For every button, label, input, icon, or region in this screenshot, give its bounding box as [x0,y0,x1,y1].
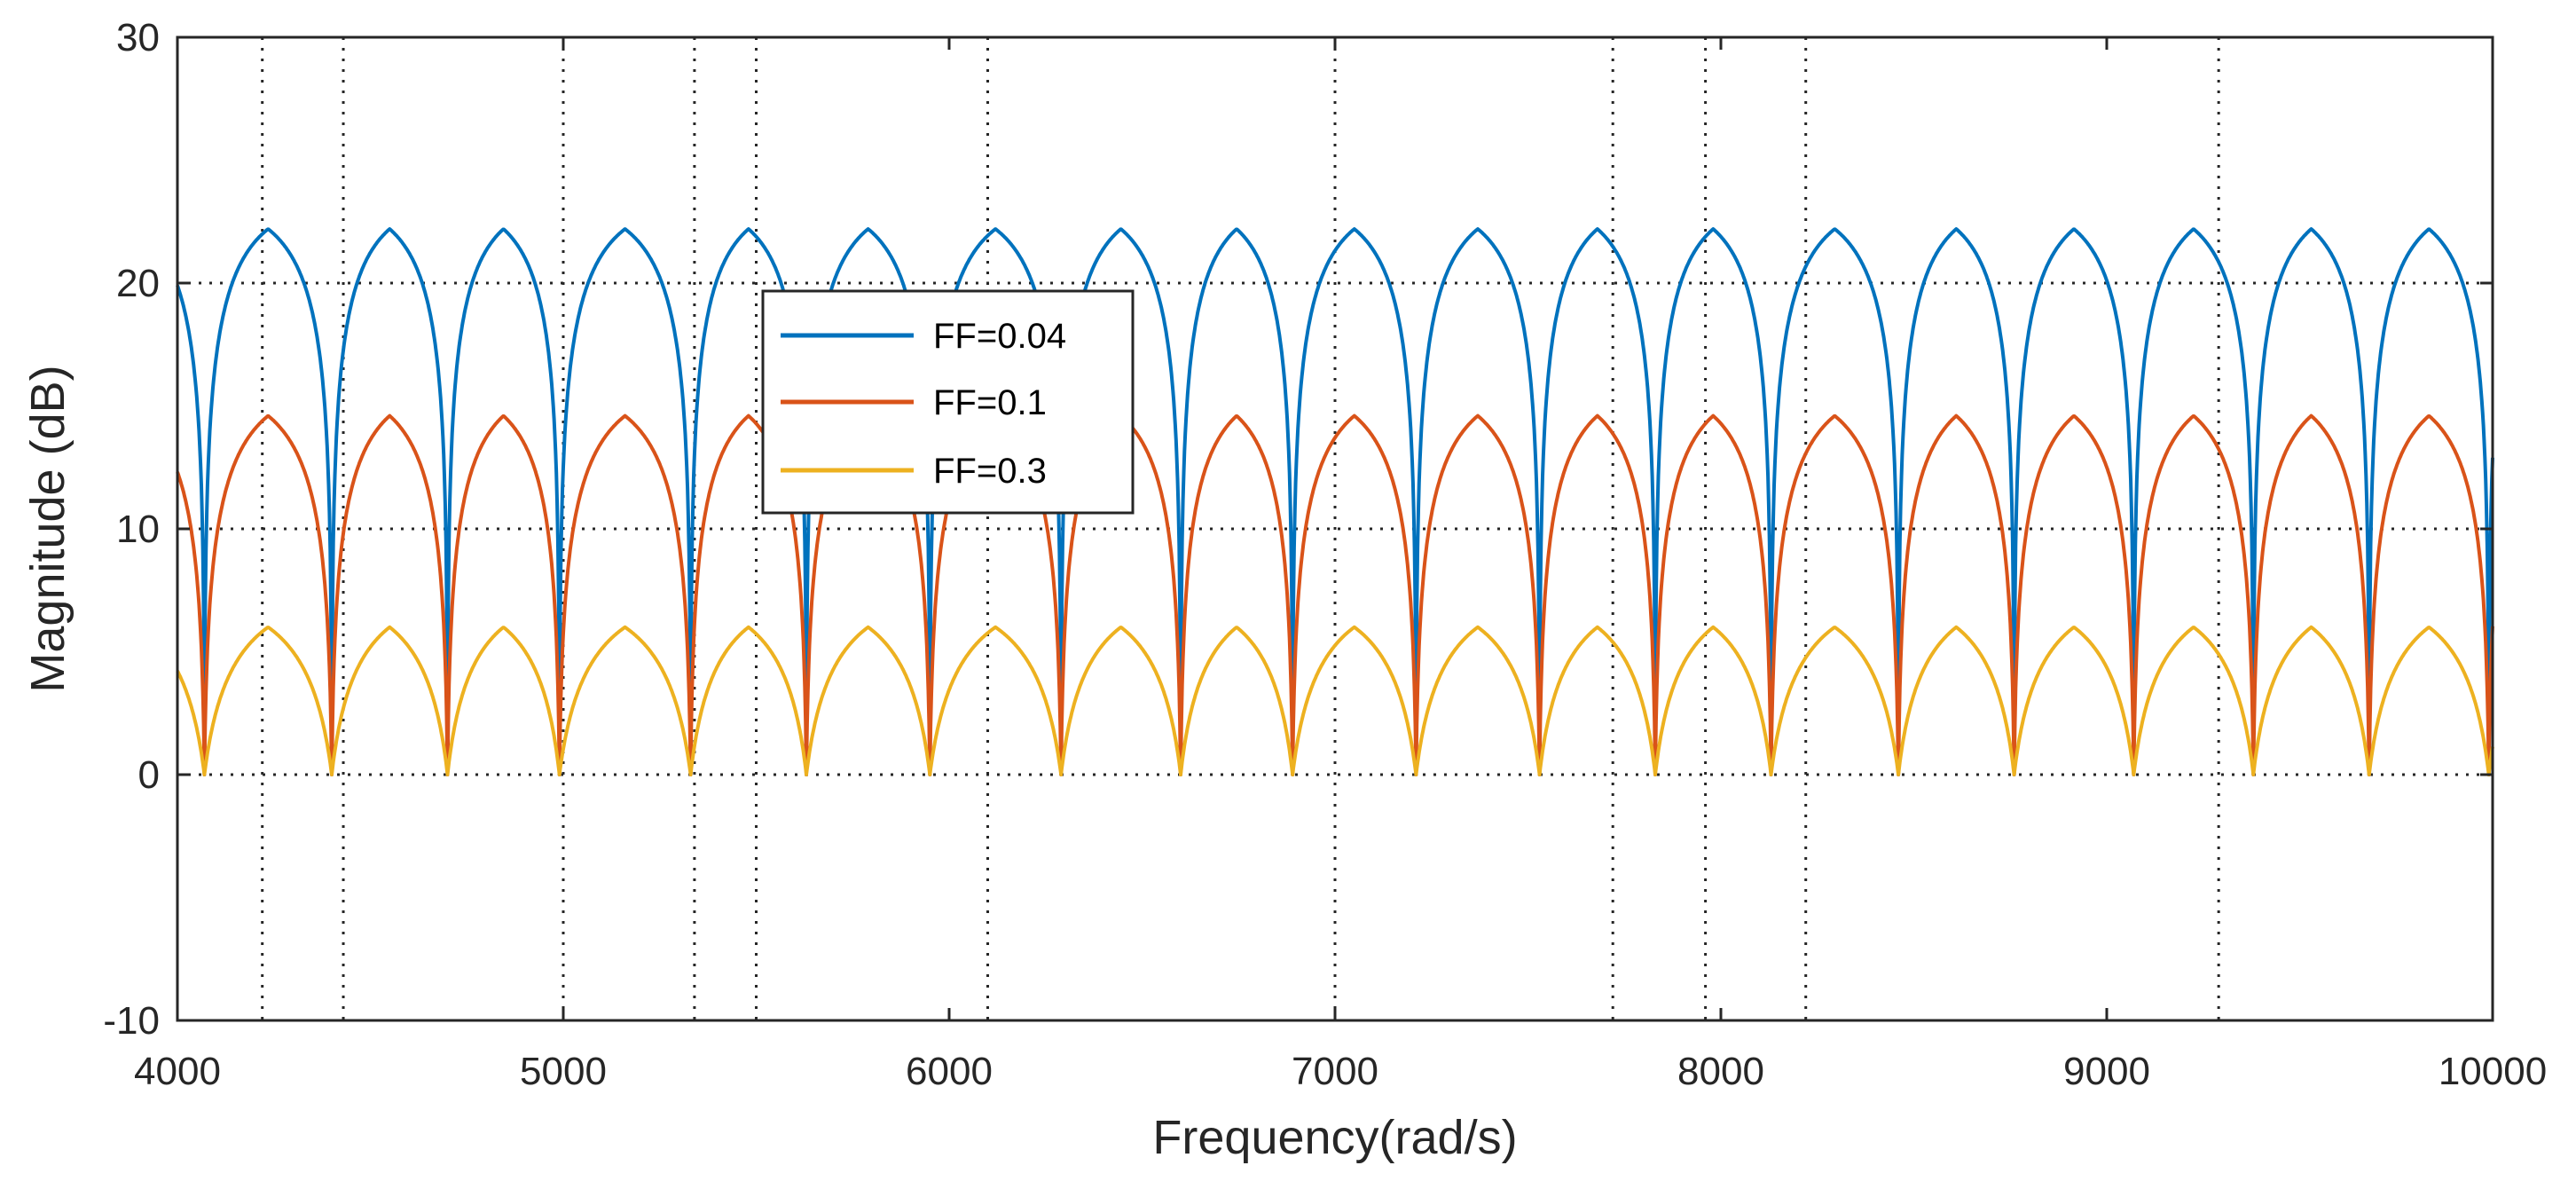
series-line-ff-0.1 [176,413,2494,776]
series-line-ff-0.3 [176,625,2494,776]
y-tick-label: -10 [103,999,160,1043]
tick-marks [176,35,2494,1022]
legend-label-ff-0.04: FF=0.04 [933,317,1066,356]
legend: FF=0.04 FF=0.1 FF=0.3 [761,289,1135,515]
y-axis-title: Magnitude (dB) [21,365,75,692]
y-tick-label: 30 [116,16,160,59]
x-axis-title: Frequency(rad/s) [1152,1111,1517,1164]
x-tick-label: 8000 [1677,1050,1764,1093]
y-tick-label: 20 [116,262,160,305]
series-line-ff-0.04 [176,227,2494,776]
legend-label-ff-0.3: FF=0.3 [933,452,1047,491]
y-tick-label: 0 [138,753,160,797]
x-tick-label: 7000 [1292,1050,1378,1093]
y-tick-label: 10 [116,508,160,551]
tick-labels: 4000 5000 6000 7000 8000 9000 10000 -10 0 10 20 30 [103,16,2547,1093]
x-tick-label: 9000 [2063,1050,2150,1093]
series-layer [176,227,2494,776]
x-tick-label: 5000 [520,1050,607,1093]
x-tick-label: 6000 [906,1050,993,1093]
legend-label-ff-0.1: FF=0.1 [933,383,1047,422]
x-tick-label: 10000 [2439,1050,2547,1093]
x-tick-label: 4000 [134,1050,221,1093]
